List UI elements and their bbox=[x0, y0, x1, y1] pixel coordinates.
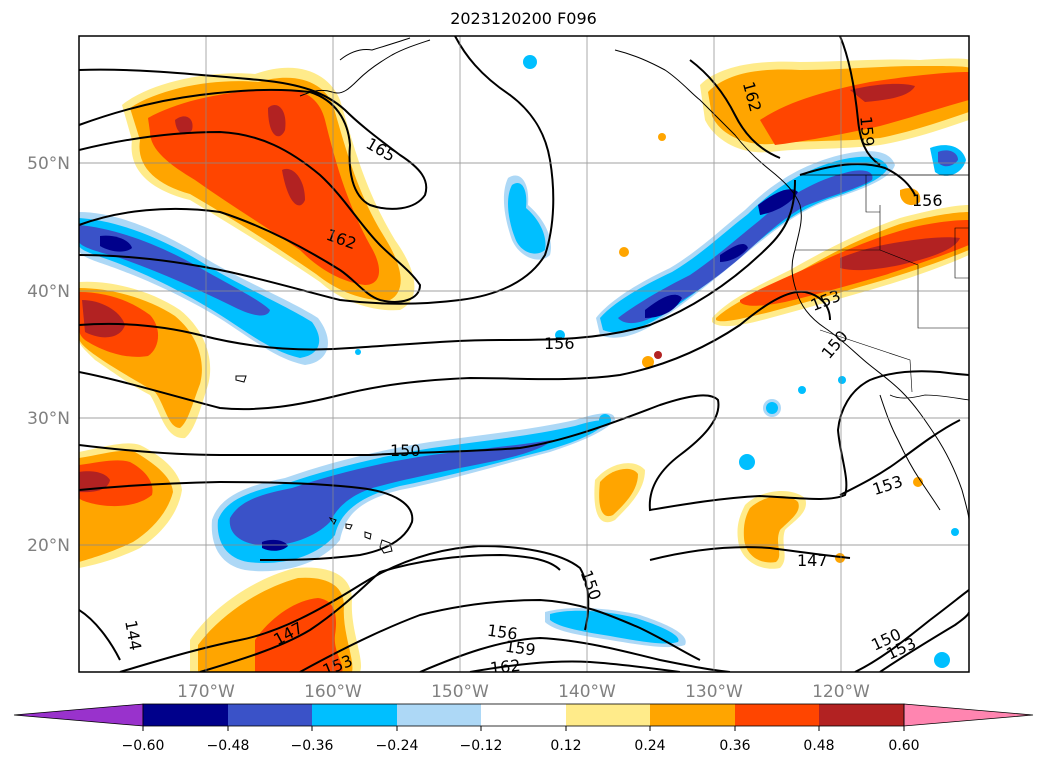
colorbar-extend-high bbox=[903, 703, 1034, 727]
contour-label: 156 bbox=[486, 621, 519, 644]
colorbar-tick-label: −0.36 bbox=[291, 738, 334, 754]
colorbar-tick-label: 0.12 bbox=[550, 738, 581, 754]
contour-label: 156 bbox=[912, 191, 943, 210]
positive-anomaly-west-us bbox=[712, 188, 969, 327]
colorbar-tick-label: −0.60 bbox=[122, 738, 165, 754]
contour-label: 147 bbox=[797, 551, 828, 570]
colorbar-bin bbox=[819, 704, 904, 726]
colorbar-bin bbox=[143, 704, 228, 726]
colorbar-bin bbox=[566, 704, 650, 726]
negative-anomaly-west-band bbox=[79, 212, 328, 365]
latitude-labels: 50°N 40°N 30°N 20°N bbox=[27, 154, 70, 556]
map-frame bbox=[78, 35, 970, 673]
colorbar-bin bbox=[735, 704, 819, 726]
longitude-labels: 170°W 160°W 150°W 140°W 130°W 120°W bbox=[177, 682, 870, 702]
contour-label: 162 bbox=[489, 656, 521, 678]
colorbar-tick-label: −0.12 bbox=[460, 738, 503, 754]
colorbar-bin bbox=[397, 704, 481, 726]
negative-anomaly-south-15n bbox=[545, 608, 686, 648]
colorbar-bin bbox=[481, 704, 566, 726]
colorbar-extend-low bbox=[13, 703, 144, 727]
colorbar-tick-label: 0.48 bbox=[803, 738, 834, 754]
colorbar-bin bbox=[312, 704, 397, 726]
contour-lines bbox=[79, 36, 969, 672]
lon-label: 140°W bbox=[558, 682, 616, 702]
lon-label: 130°W bbox=[685, 682, 743, 702]
positive-anomaly-pacific-northwest bbox=[700, 58, 969, 153]
colorbar-tick-label: 0.36 bbox=[719, 738, 750, 754]
contour-label: 159 bbox=[856, 115, 878, 147]
lat-label: 50°N bbox=[27, 154, 70, 174]
contour-label: 150 bbox=[390, 441, 421, 460]
colorbar-bin bbox=[228, 704, 312, 726]
colorbar-tick-label: 0.60 bbox=[888, 738, 919, 754]
negative-anomaly-small-blob bbox=[503, 175, 551, 260]
lat-label: 20°N bbox=[27, 536, 70, 556]
colorbar-bin bbox=[650, 704, 735, 726]
positive-anomaly-subtropical-east bbox=[737, 490, 806, 569]
lon-label: 120°W bbox=[812, 682, 870, 702]
contour-label: 156 bbox=[544, 334, 575, 353]
colorbar-tick-label: −0.48 bbox=[207, 738, 250, 754]
gridlines bbox=[79, 36, 969, 672]
colorbar-tick-label: −0.24 bbox=[376, 738, 419, 754]
lon-label: 150°W bbox=[431, 682, 489, 702]
positive-anomaly-small-blob-core bbox=[599, 468, 638, 517]
lat-label: 40°N bbox=[27, 282, 70, 302]
lon-label: 170°W bbox=[177, 682, 235, 702]
lat-label: 30°N bbox=[27, 409, 70, 429]
coastlines bbox=[299, 37, 969, 521]
minor-anomaly-speckles bbox=[355, 55, 959, 668]
colorbar-tick-label: 0.24 bbox=[634, 738, 665, 754]
colorbar: −0.60 −0.48 −0.36 −0.24 −0.12 0.12 0.24 … bbox=[13, 703, 1034, 754]
positive-anomaly-south-15n bbox=[190, 567, 362, 672]
contour-label: 159 bbox=[504, 637, 537, 660]
map-title: 2023120200 F096 bbox=[450, 9, 597, 28]
lon-label: 160°W bbox=[304, 682, 362, 702]
positive-anomaly-west-25n bbox=[79, 443, 182, 568]
